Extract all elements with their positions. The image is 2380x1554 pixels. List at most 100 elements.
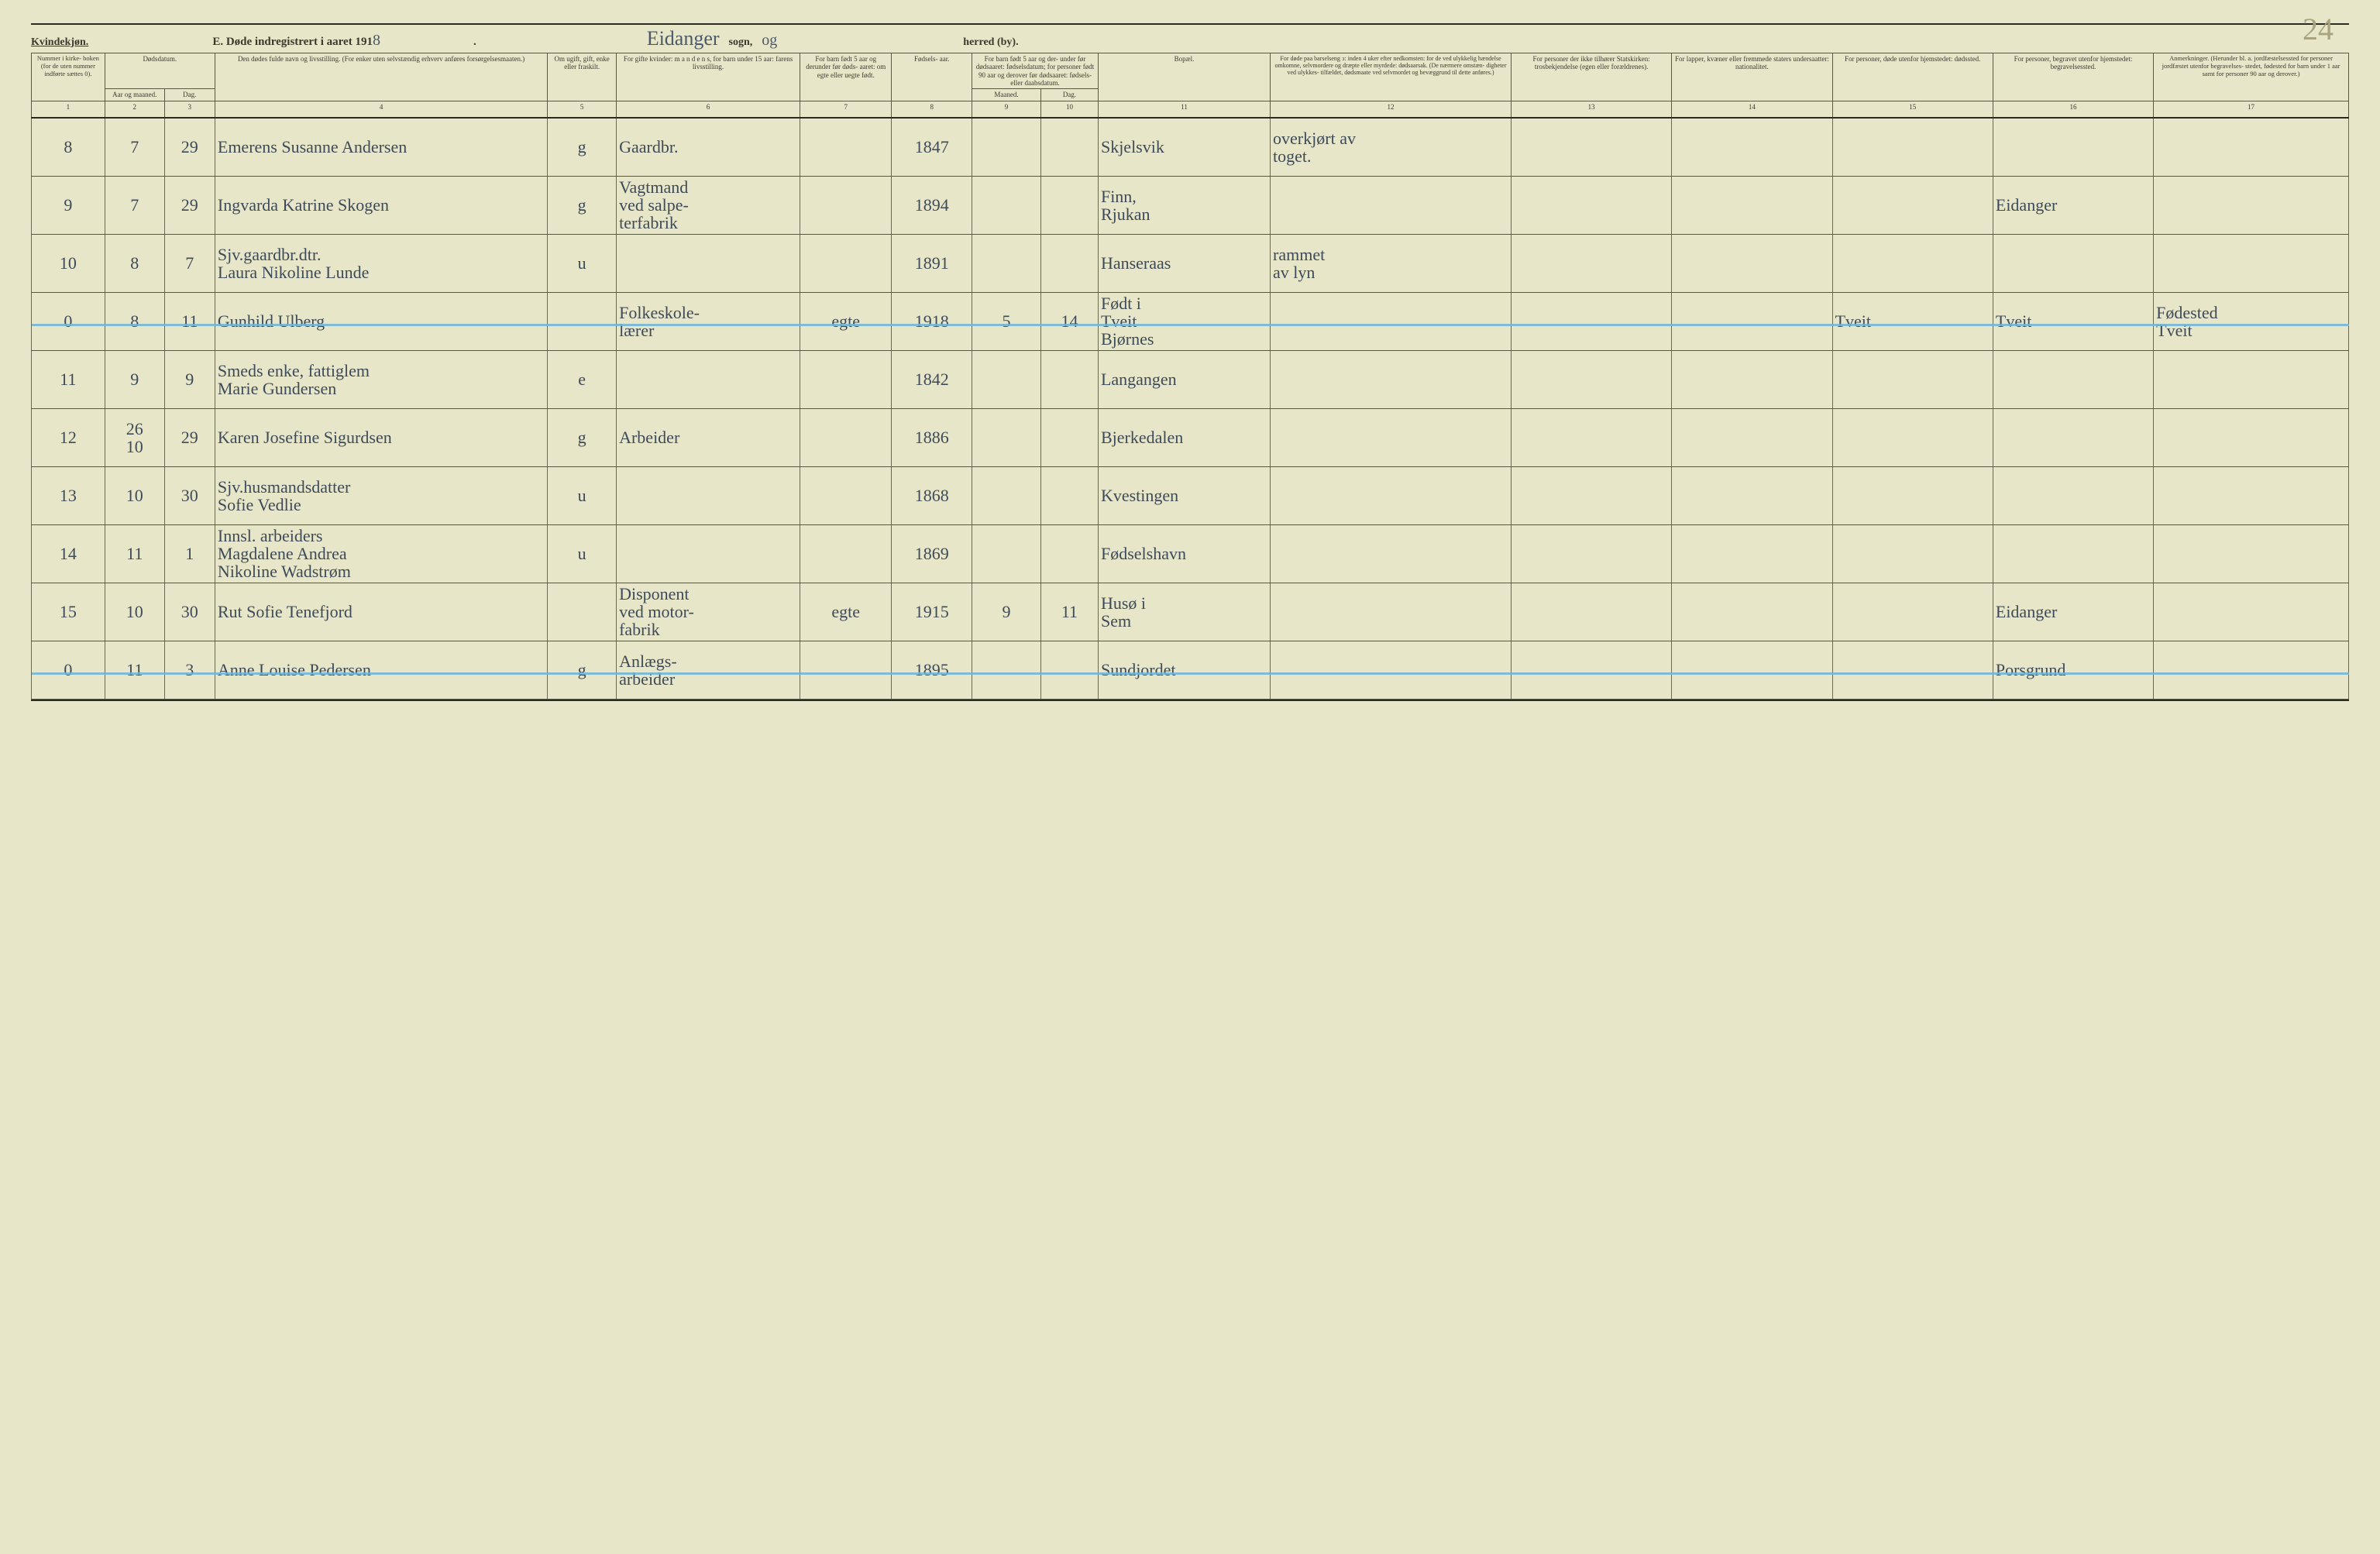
cell-c14 — [1672, 118, 1832, 177]
cell-c4: Sjv.gaardbr.dtr. Laura Nikoline Lunde — [215, 234, 547, 292]
cell-c5: g — [548, 118, 617, 177]
cell-c9 — [972, 524, 1041, 583]
cell-c13 — [1511, 118, 1671, 177]
cell-c13 — [1511, 350, 1671, 408]
cell-c7: egte — [800, 583, 892, 641]
cell-c2: 8 — [105, 234, 164, 292]
colnum-14: 14 — [1672, 101, 1832, 118]
cell-c15 — [1832, 118, 1993, 177]
cell-c2: 10 — [105, 583, 164, 641]
cell-c11: Finn, Rjukan — [1098, 176, 1270, 234]
cell-c12 — [1271, 583, 1512, 641]
cell-c14 — [1672, 292, 1832, 350]
cell-c11: Skjelsvik — [1098, 118, 1270, 177]
cell-c10: 14 — [1040, 292, 1098, 350]
cell-c15: Tveit — [1832, 292, 1993, 350]
cell-c14 — [1672, 641, 1832, 699]
cell-c4: Karen Josefine Sigurdsen — [215, 408, 547, 466]
register-table: Nummer i kirke- boken (for de uten numme… — [31, 53, 2349, 700]
cell-c1: 12 — [32, 408, 105, 466]
cell-c15 — [1832, 583, 1993, 641]
cell-c17: Fødested Tveit — [2154, 292, 2349, 350]
cell-c11: Langangen — [1098, 350, 1270, 408]
table-row: 131030Sjv.husmandsdatter Sofie Vedlieu18… — [32, 466, 2349, 524]
cell-c3: 29 — [164, 408, 215, 466]
cell-c10 — [1040, 466, 1098, 524]
cell-c7 — [800, 466, 892, 524]
cell-c9 — [972, 118, 1041, 177]
cell-c16 — [1993, 118, 2153, 177]
page-container: 24 Kvindekjøn. E. Døde indregistrert i a… — [31, 23, 2349, 701]
cell-c3: 1 — [164, 524, 215, 583]
cell-c6: Arbeider — [617, 408, 800, 466]
cell-c5: g — [548, 641, 617, 699]
cell-c6 — [617, 524, 800, 583]
column-number-row: 1234567891011121314151617 — [32, 101, 2349, 118]
table-row: 1087Sjv.gaardbr.dtr. Laura Nikoline Lund… — [32, 234, 2349, 292]
year-handwritten: 8 — [373, 32, 380, 49]
cell-c8: 1915 — [892, 583, 972, 641]
cell-c1: 9 — [32, 176, 105, 234]
cell-c5: e — [548, 350, 617, 408]
cell-c1: 13 — [32, 466, 105, 524]
cell-c16: Eidanger — [1993, 176, 2153, 234]
cell-c6: Folkeskole- lærer — [617, 292, 800, 350]
cell-c14 — [1672, 466, 1832, 524]
cell-c8: 1869 — [892, 524, 972, 583]
cell-c12 — [1271, 292, 1512, 350]
cell-c4: Innsl. arbeiders Magdalene Andrea Nikoli… — [215, 524, 547, 583]
cell-c5: u — [548, 524, 617, 583]
table-row: 9729Ingvarda Katrine SkogengVagtmand ved… — [32, 176, 2349, 234]
title-block: E. Døde indregistrert i aaret 1918. — [119, 32, 476, 50]
cell-c2: 11 — [105, 524, 164, 583]
cell-c11: Sundjordet — [1098, 641, 1270, 699]
cell-c4: Ingvarda Katrine Skogen — [215, 176, 547, 234]
cell-c17 — [2154, 466, 2349, 524]
cell-c9: 5 — [972, 292, 1041, 350]
cell-c11: Kvestingen — [1098, 466, 1270, 524]
cell-c16 — [1993, 524, 2153, 583]
header-row: Kvindekjøn. E. Døde indregistrert i aare… — [31, 29, 2349, 50]
cell-c3: 30 — [164, 466, 215, 524]
th-7: For barn født 5 aar og derunder før døds… — [800, 53, 892, 101]
cell-c17 — [2154, 176, 2349, 234]
cell-c13 — [1511, 176, 1671, 234]
th-14: For lapper, kvæner eller fremmede stater… — [1672, 53, 1832, 101]
cell-c8: 1891 — [892, 234, 972, 292]
cell-c2: 11 — [105, 641, 164, 699]
cell-c13 — [1511, 292, 1671, 350]
cell-c11: Født i Tveit Bjørnes — [1098, 292, 1270, 350]
colnum-10: 10 — [1040, 101, 1098, 118]
th-15: For personer, døde utenfor hjemstedet: d… — [1832, 53, 1993, 101]
cell-c3: 11 — [164, 292, 215, 350]
th-6: For gifte kvinder: m a n d e n s, for ba… — [617, 53, 800, 101]
th-8: Fødsels- aar. — [892, 53, 972, 101]
sogn-block: Eidanger sogn, og — [647, 29, 778, 50]
cell-c9 — [972, 176, 1041, 234]
cell-c10 — [1040, 234, 1098, 292]
herred-label: herred (by). — [963, 36, 1018, 49]
cell-c13 — [1511, 234, 1671, 292]
cell-c3: 30 — [164, 583, 215, 641]
cell-c14 — [1672, 234, 1832, 292]
th-910-text: For barn født 5 aar og der- under før dø… — [975, 55, 1095, 87]
cell-c8: 1895 — [892, 641, 972, 699]
cell-c9 — [972, 350, 1041, 408]
cell-c4: Gunhild Ulberg — [215, 292, 547, 350]
cell-c8: 1894 — [892, 176, 972, 234]
th-4: Den dødes fulde navn og livsstilling. (F… — [215, 53, 547, 101]
colnum-8: 8 — [892, 101, 972, 118]
cell-c16: Porsgrund — [1993, 641, 2153, 699]
cell-c5 — [548, 292, 617, 350]
cell-c13 — [1511, 583, 1671, 641]
cell-c10 — [1040, 118, 1098, 177]
cell-c7 — [800, 641, 892, 699]
colnum-4: 4 — [215, 101, 547, 118]
th-16: For personer, begravet utenfor hjemstede… — [1993, 53, 2153, 101]
cell-c10: 11 — [1040, 583, 1098, 641]
cell-c8: 1868 — [892, 466, 972, 524]
cell-c6 — [617, 234, 800, 292]
cell-c14 — [1672, 176, 1832, 234]
cell-c14 — [1672, 408, 1832, 466]
cell-c6: Disponent ved motor- fabrik — [617, 583, 800, 641]
